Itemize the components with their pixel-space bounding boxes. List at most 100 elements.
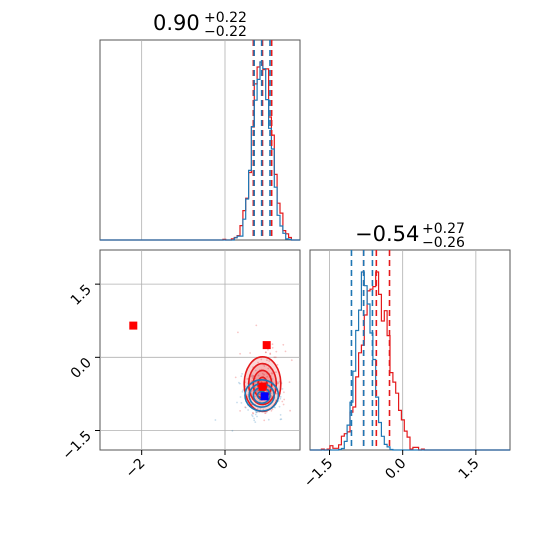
scatter-point: [253, 417, 256, 420]
scatter-point: [264, 351, 267, 354]
scatter-point: [239, 410, 242, 412]
scatter-point: [274, 406, 276, 409]
scatter-point: [249, 352, 252, 354]
title-p1-value: −0.54: [355, 222, 419, 246]
scatter-point: [234, 376, 237, 379]
scatter-point: [267, 367, 270, 370]
scatter-point: [268, 360, 271, 362]
scatter-point: [271, 408, 274, 411]
scatter-point: [257, 361, 259, 364]
title-p1-minus: −0.26: [422, 235, 465, 251]
tick-label-p1-x: −1.5: [301, 456, 336, 491]
scatter-point: [263, 419, 266, 422]
scatter-point: [276, 364, 279, 366]
scatter-point: [241, 373, 244, 375]
marker-point: [262, 341, 271, 350]
scatter-point: [279, 397, 282, 400]
scatter-point: [253, 419, 256, 422]
scatter-point: [266, 375, 268, 378]
scatter-point: [271, 343, 274, 346]
p0-histogram-series: [100, 61, 300, 241]
scatter-point: [247, 395, 249, 398]
scatter-point: [267, 418, 270, 421]
scatter-point: [284, 350, 287, 353]
scatter-point: [236, 401, 238, 404]
tick-label-p1-y: 0.0: [68, 355, 95, 382]
scatter-point: [252, 375, 255, 377]
scatter-point: [242, 389, 245, 392]
scatter-point: [279, 414, 282, 416]
p1-histogram-series: [310, 271, 510, 451]
scatter-point: [261, 372, 264, 375]
scatter-point: [240, 375, 243, 378]
scatter-point: [280, 418, 283, 420]
scatter-point: [281, 400, 284, 403]
scatter-point: [290, 359, 293, 362]
tick-label-p1-y: −1.5: [59, 428, 94, 463]
scatter-point: [264, 412, 267, 414]
title-p0-plus: +0.22: [204, 10, 247, 26]
scatter-point: [282, 343, 285, 346]
scatter-point: [237, 331, 239, 334]
title-p1-plus: +0.27: [422, 221, 465, 237]
scatter-point: [279, 396, 282, 398]
scatter-point: [269, 353, 272, 356]
scatter-point: [257, 374, 260, 377]
scatter-point: [251, 415, 254, 418]
tick-label-p1-x: 1.5: [456, 456, 483, 483]
title-p0: 0.90: [153, 11, 200, 35]
scatter-point: [247, 409, 250, 411]
scatter-point: [254, 369, 257, 372]
scatter-point: [244, 406, 247, 409]
scatter-point: [256, 391, 258, 393]
scatter-point: [267, 348, 269, 351]
marker-point: [258, 382, 267, 391]
tick-label-p1-y: 1.5: [68, 282, 95, 309]
scatter-point: [262, 408, 265, 411]
scatter-point: [276, 381, 279, 384]
scatter-point: [255, 411, 258, 414]
scatter-point: [289, 409, 291, 412]
scatter-point: [251, 376, 254, 378]
scatter-point: [271, 346, 274, 349]
scatter-point: [231, 429, 234, 432]
scatter-point: [281, 388, 284, 390]
scatter-point: [238, 381, 240, 384]
scatter-point: [255, 411, 258, 414]
panel-joint-density: [99, 249, 301, 451]
scatter-point: [288, 381, 291, 383]
scatter-point: [252, 412, 255, 415]
scatter-point: [275, 350, 278, 353]
scatter-point: [251, 412, 254, 414]
scatter-point: [246, 378, 249, 380]
scatter-point: [266, 359, 268, 362]
title-p1: −0.54: [355, 222, 419, 246]
scatter-point: [263, 373, 265, 376]
scatter-point: [241, 390, 244, 393]
scatter-point: [239, 382, 241, 385]
title-p0-value: 0.90: [153, 11, 200, 35]
tick-label-p0: 0: [214, 456, 232, 474]
scatter-point: [264, 412, 266, 415]
scatter-point: [254, 395, 256, 398]
scatter-point: [254, 413, 257, 416]
scatter-point: [283, 398, 286, 401]
tick-label-p0: −2: [123, 456, 149, 482]
scatter-point: [279, 418, 282, 421]
scatter-point: [277, 382, 280, 385]
scatter-point: [275, 392, 278, 395]
scatter-point: [278, 405, 281, 408]
scatter-point: [258, 393, 261, 396]
scatter-point: [254, 421, 257, 423]
scatter-point: [258, 392, 261, 395]
scatter-point: [214, 419, 217, 421]
scatter-point: [274, 356, 277, 359]
title-p0-minus: −0.22: [204, 24, 247, 40]
scatter-point: [263, 365, 266, 367]
scatter-point: [269, 352, 272, 355]
scatter-point: [239, 396, 242, 398]
scatter-point: [275, 371, 277, 374]
marker-point: [260, 392, 269, 401]
scatter-point: [271, 372, 273, 375]
